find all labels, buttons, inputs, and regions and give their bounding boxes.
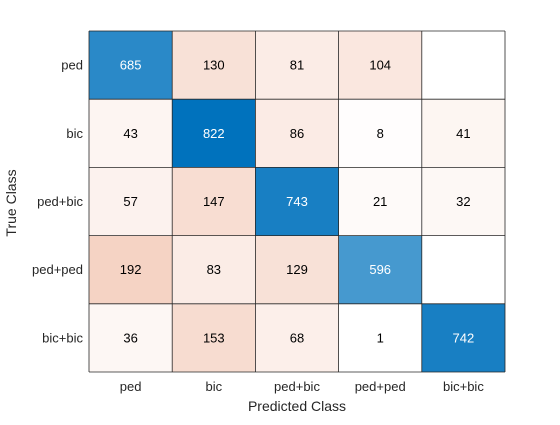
- matrix-cell-0-4: [421, 31, 505, 100]
- y-tick-label-1: bic: [66, 126, 83, 141]
- matrix-cell-value-4-4: 742: [453, 330, 475, 345]
- matrix-cell-value-4-1: 153: [203, 330, 225, 345]
- matrix-cell-value-1-0: 43: [123, 126, 137, 141]
- matrix-cell-value-3-0: 192: [120, 262, 142, 277]
- x-tick-label-0: ped: [120, 379, 142, 394]
- y-tick-label-3: ped+ped: [32, 262, 83, 277]
- matrix-cell-0-2: [255, 31, 339, 100]
- matrix-cell-value-1-4: 41: [456, 126, 470, 141]
- matrix-cell-4-0: [89, 303, 173, 372]
- matrix-cell-value-4-3: 1: [377, 330, 384, 345]
- matrix-cell-1-4: [421, 99, 505, 168]
- matrix-cell-value-1-2: 86: [290, 126, 304, 141]
- y-axis-label: True Class: [3, 169, 19, 236]
- matrix-cell-4-2: [255, 303, 339, 372]
- matrix-cell-value-0-0: 685: [120, 58, 142, 73]
- matrix-cell-value-1-3: 8: [377, 126, 384, 141]
- matrix-cell-4-4: [421, 303, 505, 372]
- matrix-cell-4-3: [338, 303, 422, 372]
- x-tick-label-3: ped+ped: [355, 379, 406, 394]
- matrix-cell-value-2-1: 147: [203, 194, 225, 209]
- matrix-cell-2-0: [89, 167, 173, 236]
- matrix-cell-value-3-2: 129: [286, 262, 308, 277]
- matrix-cell-0-1: [172, 31, 256, 100]
- y-tick-label-0: ped: [61, 58, 83, 73]
- matrix-cell-value-4-2: 68: [290, 330, 304, 345]
- x-tick-label-4: bic+bic: [443, 379, 484, 394]
- matrix-cell-3-1: [172, 235, 256, 304]
- matrix-cells: [89, 31, 505, 372]
- x-axis-label: Predicted Class: [248, 398, 346, 414]
- matrix-cell-4-1: [172, 303, 256, 372]
- matrix-cell-value-2-3: 21: [373, 194, 387, 209]
- matrix-cell-value-2-2: 743: [286, 194, 308, 209]
- matrix-grid: [88, 30, 506, 373]
- matrix-cell-2-2: [255, 167, 339, 236]
- matrix-cell-0-0: [89, 31, 173, 100]
- x-tick-label-1: bic: [205, 379, 222, 394]
- matrix-cell-1-0: [89, 99, 173, 168]
- matrix-cell-value-2-4: 32: [456, 194, 470, 209]
- matrix-cell-value-0-3: 104: [369, 58, 391, 73]
- matrix-cell-1-1: [172, 99, 256, 168]
- matrix-cell-value-3-3: 596: [369, 262, 391, 277]
- matrix-cell-value-2-0: 57: [123, 194, 137, 209]
- matrix-cell-3-4: [421, 235, 505, 304]
- matrix-cell-2-1: [172, 167, 256, 236]
- matrix-cell-1-2: [255, 99, 339, 168]
- y-tick-labels: ped bic ped+bic ped+ped bic+bic: [32, 58, 83, 346]
- matrix-cell-value-0-1: 130: [203, 58, 225, 73]
- y-tick-label-2: ped+bic: [37, 194, 83, 209]
- y-tick-label-4: bic+bic: [42, 330, 83, 345]
- matrix-cell-3-3: [338, 235, 422, 304]
- matrix-cell-2-4: [421, 167, 505, 236]
- matrix-cell-value-1-1: 822: [203, 126, 225, 141]
- matrix-cell-2-3: [338, 167, 422, 236]
- matrix-cell-3-2: [255, 235, 339, 304]
- matrix-cell-value-0-2: 81: [290, 58, 304, 73]
- matrix-cell-3-0: [89, 235, 173, 304]
- matrix-cell-value-3-1: 83: [207, 262, 221, 277]
- x-tick-labels: ped bic ped+bic ped+ped bic+bic: [120, 379, 485, 394]
- matrix-cell-0-3: [338, 31, 422, 100]
- x-tick-label-2: ped+bic: [274, 379, 320, 394]
- matrix-cell-1-3: [338, 99, 422, 168]
- matrix-cell-value-4-0: 36: [123, 330, 137, 345]
